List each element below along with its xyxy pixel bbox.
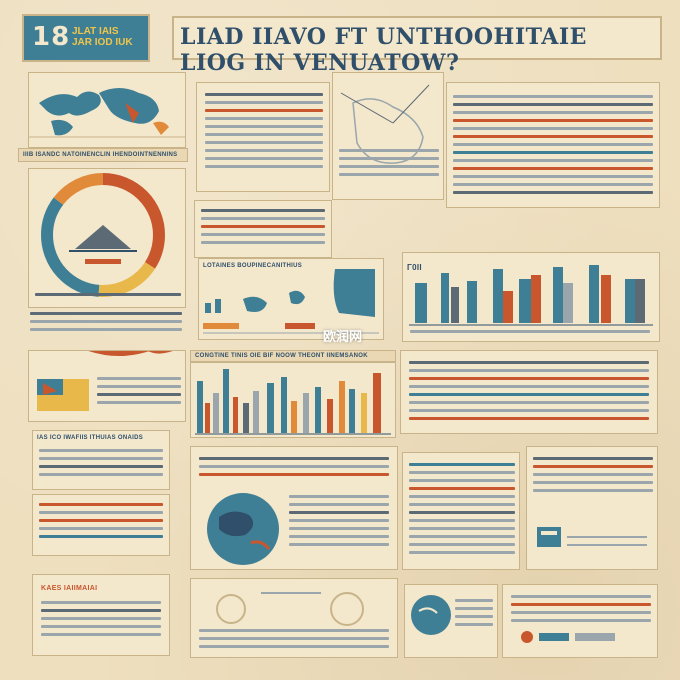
big-bar-chart-graphic [195, 369, 391, 435]
bottom-middle-panel [190, 578, 398, 658]
region-map-panel [332, 72, 444, 200]
bottom-figures [216, 592, 364, 626]
world-map-icon [29, 88, 185, 138]
mid-text-panel [194, 200, 332, 258]
big-bar-chart-panel [190, 362, 396, 438]
left-table-panel [32, 494, 170, 556]
bar-chart-labels [410, 330, 650, 338]
top-right-text-panel [446, 82, 660, 208]
flag-icon [37, 351, 173, 411]
flag-panel [28, 350, 186, 422]
donut-panel [28, 168, 186, 308]
lower-caption-strip: CONGTINE TINIS OIE BIF NOOW THEONT IINEM… [190, 350, 396, 362]
logo-number: 18 [32, 22, 71, 52]
watermark-text: 欧润网 [323, 330, 363, 345]
bottom-right-panel [502, 584, 658, 658]
right-lower-chart [537, 527, 647, 547]
logo-badge: 18 JLAT IAIS JAR IOD IUK [22, 14, 150, 62]
globe-icon [207, 493, 279, 565]
right-lower-panel [526, 446, 658, 570]
region-map-icon [340, 84, 430, 164]
donut-gauge-icon [41, 173, 165, 297]
bottom-right-chart [521, 631, 615, 643]
mid-map-icon [203, 269, 379, 334]
center-lower-text-panel [402, 452, 520, 570]
globe-panel [190, 446, 398, 570]
page-title: LIAD IIAVO FT UNTHOOHITAIE LIOG IN VENUA… [180, 24, 587, 76]
bottom-globe-panel [404, 584, 498, 658]
donut-text-lines [30, 312, 182, 336]
small-globe-icon [411, 595, 451, 635]
bottom-left-panel: KAES IAIIMAIAI [32, 574, 170, 656]
right-mid-text-panel [400, 350, 658, 434]
mid-chart-panel: LOTAINES BOUPINECANITHIUS [198, 258, 384, 340]
top-text-panel [196, 82, 330, 192]
page-title-box: LIAD IIAVO FT UNTHOOHITAIE LIOG IN VENUA… [172, 16, 662, 76]
bar-chart-panel: Γ0II [402, 252, 660, 342]
left-lower-panel: IAS ICO IWAFIIS ITHUIAS ONAIDS [32, 430, 170, 490]
bar-chart-graphic [409, 265, 653, 326]
logo-subtitle: JLAT IAIS JAR IOD IUK [72, 26, 133, 48]
world-map-panel [28, 72, 186, 148]
map-caption-strip: IIIB ISANDC NATOINENCLIN IHENDOINTNENNIN… [18, 148, 188, 162]
